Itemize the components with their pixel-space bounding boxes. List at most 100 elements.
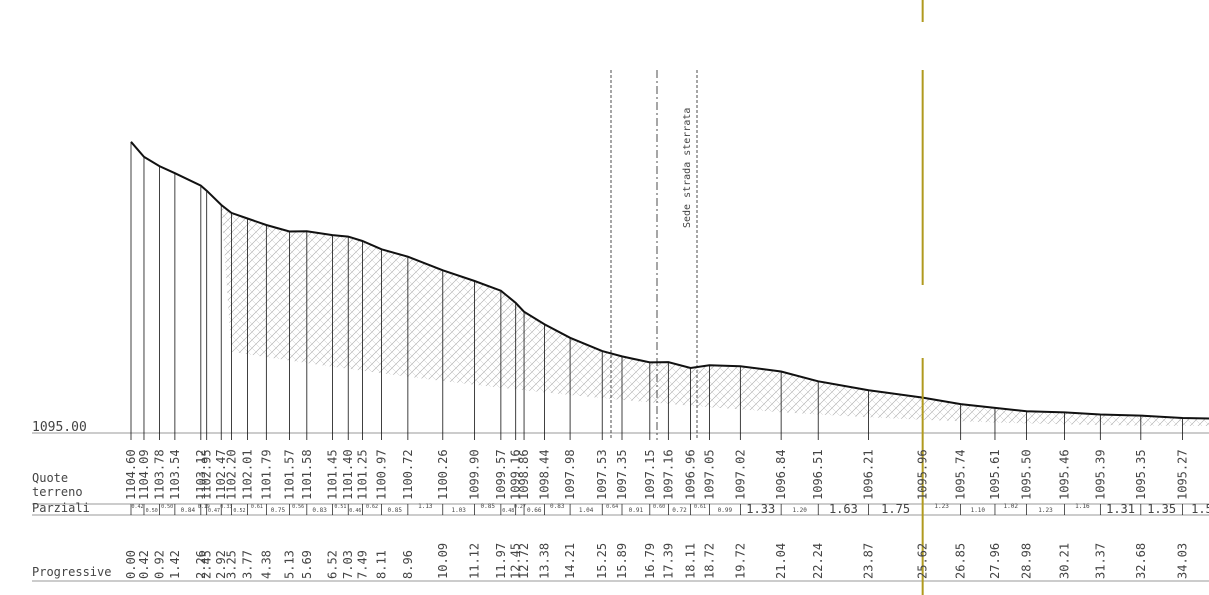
parziali-label-25: 0.91 [629,507,644,514]
elevation-label-16: 1100.72 [401,449,415,500]
progressive-label-10: 5.13 [283,550,297,579]
parziali-label-37: 1.23 [1038,507,1053,514]
progressive-label-5: 2.45 [200,550,214,579]
parziali-label-29: 0.99 [718,507,733,514]
elevation-label-22: 1098.44 [537,449,551,500]
partial-distance-labels: 0.420.500.50 0.84 0.190.470.330.520.61 0.75… [131,502,1209,516]
parziali-label-12: 0.51 [334,504,346,510]
parziali-label-27: 0.72 [672,507,687,514]
parziali-label-1: 0.50 [146,508,158,514]
progressive-label-41: 34.03 [1176,543,1190,579]
elevation-label-25: 1097.35 [615,449,629,500]
progressive-label-27: 17.39 [661,543,675,579]
elevation-label-26: 1097.15 [643,449,657,500]
parziali-label-30: 1.33 [746,502,775,516]
progressive-label-6: 2.92 [214,550,228,579]
progressive-label-26: 16.79 [643,543,657,579]
elevation-label-8: 1102.01 [240,449,254,500]
progressive-label-35: 26.85 [954,543,968,579]
elevation-label-2: 1103.78 [152,449,166,500]
parziali-label-40: 1.35 [1147,502,1176,516]
elevation-label-33: 1096.21 [862,449,876,500]
parziali-label-5: 0.47 [208,508,220,514]
parziali-label-33: 1.75 [881,502,910,516]
elevation-label-32: 1096.51 [811,449,825,500]
elevation-label-37: 1095.50 [1019,449,1033,500]
progressive-label-19: 11.97 [494,543,508,579]
progressive-label-36: 27.96 [988,543,1002,579]
parziali-label-15: 0.85 [388,507,403,514]
parziali-label-11: 0.83 [312,507,327,514]
parziali-label-20: 0.27 [514,504,526,510]
progressive-label-12: 6.52 [325,550,339,579]
elevation-label-40: 1095.35 [1134,449,1148,500]
parziali-label-35: 1.10 [971,507,986,514]
progressive-label-40: 32.68 [1134,543,1148,579]
progressive-label-31: 21.04 [774,543,788,579]
progressive-label-16: 8.96 [401,550,415,579]
progressive-label-4: 2.26 [194,550,208,579]
elevation-label-28: 1096.96 [684,449,698,500]
progressive-label-28: 18.11 [684,543,698,579]
parziali-label-16: 1.13 [418,503,433,510]
elevation-label-15: 1100.97 [375,449,389,500]
elevation-label-30: 1097.02 [733,449,747,500]
parziali-label-18: 0.85 [481,503,496,510]
parziali-label-28: 0.61 [694,504,706,510]
elevation-label-6: 1102.47 [214,449,228,500]
parziali-label-36: 1.02 [1003,503,1018,510]
progressive-label-34: 25.62 [916,543,930,579]
elevation-label-20: 1099.16 [509,449,523,500]
progressive-label-3: 1.42 [168,550,182,579]
elevation-label-17: 1100.26 [436,449,450,500]
progressive-label-15: 8.11 [375,550,389,579]
progressive-label-30: 19.72 [733,543,747,579]
progressive-label-13: 7.03 [341,550,355,579]
parziali-label-13: 0.46 [349,508,361,514]
elevation-label-13: 1101.40 [341,449,355,500]
elevation-label-9: 1101.79 [259,449,273,500]
elevation-label-31: 1096.84 [774,449,788,500]
progressive-label-20: 12.45 [509,543,523,579]
elevation-label-3: 1103.54 [168,449,182,500]
parziali-label-17: 1.03 [451,507,466,514]
parziali-label-32: 1.63 [829,502,858,516]
elevation-label-11: 1101.58 [300,449,314,500]
parziali-label-41: 1.50 [1191,502,1209,516]
progressive-label-21: 12.72 [517,543,531,579]
elevation-label-38: 1095.46 [1057,449,1071,500]
row-label-quote: Quote [32,471,68,485]
parziali-label-24: 0.64 [606,504,618,510]
row-label-terreno: terreno [32,485,83,499]
hatched-excavation-area [131,141,1209,426]
progressive-label-0: 0.00 [124,550,138,579]
parziali-label-3: 0.84 [181,507,196,514]
parziali-label-38: 1.16 [1075,503,1090,510]
progressive-label-11: 5.69 [300,550,314,579]
progressive-label-8: 3.77 [240,550,254,579]
progressive-label-32: 22.24 [811,543,825,579]
parziali-label-2: 0.50 [161,504,173,510]
elevation-label-4: 1103.12 [194,449,208,500]
parziali-label-14: 0.62 [366,504,378,510]
elevation-label-12: 1101.45 [325,449,339,500]
progressive-label-38: 30.21 [1057,543,1071,579]
datum-label: 1095.00 [32,420,87,435]
progressive-label-25: 15.89 [615,543,629,579]
elevation-label-24: 1097.53 [595,449,609,500]
road-boundary-lines [610,70,698,440]
progressive-label-17: 10.09 [436,543,450,579]
progressive-label-7: 3.25 [224,550,238,579]
progressive-label-39: 31.37 [1093,543,1107,579]
progressive-label-14: 7.49 [355,550,369,579]
elevation-label-7: 1102.20 [224,449,238,500]
elevation-label-18: 1099.90 [468,449,482,500]
row-label-progressive: Progressive [32,565,111,579]
parziali-label-9: 0.75 [271,507,286,514]
elevation-label-36: 1095.61 [988,449,1002,500]
parziali-label-26: 0.60 [653,504,665,510]
progressive-distance-labels: 0.000.42 0.92 1.42 2.262.45 2.923.25 3.77 4.38… [124,543,1190,579]
road-label: Sede strada sterrata [682,108,693,228]
parziali-label-4: 0.19 [198,504,210,510]
